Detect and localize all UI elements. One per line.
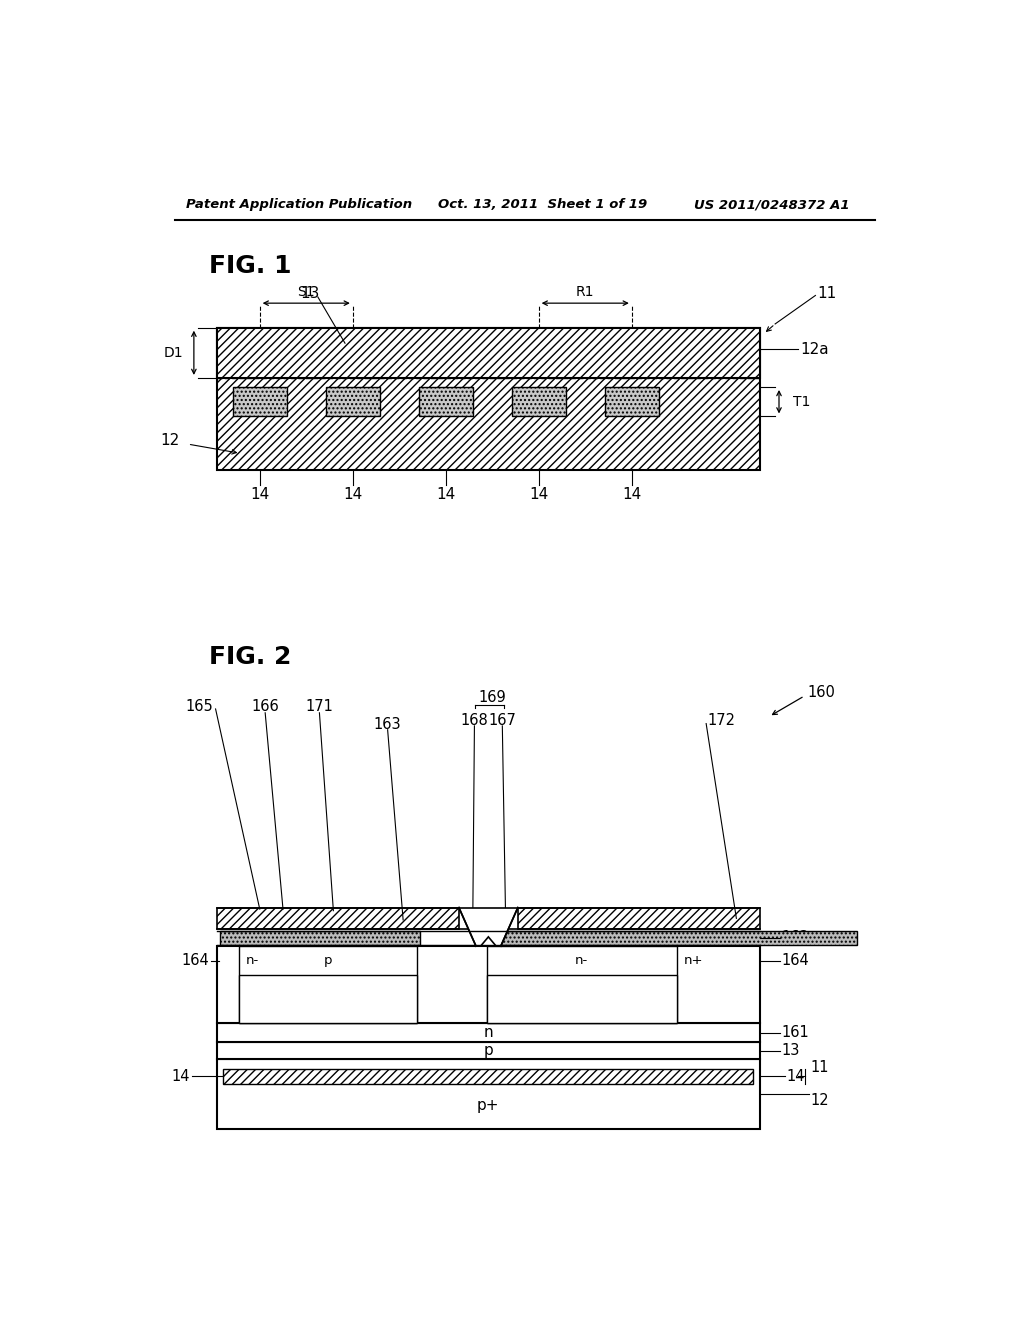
Text: n-: n- [246, 954, 259, 968]
Bar [486, 946, 677, 1023]
Text: n-: n- [322, 993, 335, 1006]
Text: Patent Application Publication: Patent Application Publication [186, 198, 413, 211]
Text: 14: 14 [250, 487, 269, 503]
Text: 14: 14 [171, 1069, 190, 1084]
Bar [220, 931, 420, 945]
Text: 14: 14 [343, 487, 362, 503]
Text: 14: 14 [529, 487, 549, 503]
Bar [217, 908, 459, 929]
Text: 12: 12 [161, 433, 180, 449]
Bar [217, 1023, 760, 1043]
Text: p: p [324, 954, 332, 968]
Text: 14: 14 [436, 487, 456, 503]
Text: p: p [483, 1043, 494, 1059]
Text: 11: 11 [811, 1060, 829, 1074]
Text: FIG. 2: FIG. 2 [209, 645, 292, 669]
Text: 164: 164 [181, 953, 209, 969]
Bar [419, 387, 473, 416]
Polygon shape [460, 908, 517, 945]
Bar [223, 1069, 754, 1084]
Text: Oct. 13, 2011  Sheet 1 of 19: Oct. 13, 2011 Sheet 1 of 19 [438, 198, 647, 211]
Text: 12a: 12a [800, 342, 828, 356]
Text: 166: 166 [251, 700, 280, 714]
Text: n+: n+ [684, 954, 703, 968]
Bar [217, 1059, 760, 1129]
Text: 171: 171 [305, 700, 334, 714]
Text: 163: 163 [374, 717, 401, 731]
Text: n-: n- [575, 954, 589, 968]
Text: P: P [578, 993, 586, 1006]
Text: US 2011/0248372 A1: US 2011/0248372 A1 [693, 198, 849, 211]
Text: 13: 13 [781, 1043, 800, 1059]
Bar [217, 1043, 760, 1059]
Text: 165: 165 [185, 700, 213, 714]
Bar [326, 387, 380, 416]
Bar [239, 975, 417, 1023]
Bar [604, 387, 658, 416]
Bar [217, 327, 760, 378]
Text: 162: 162 [781, 931, 809, 945]
Text: 167: 167 [488, 713, 516, 729]
Bar [512, 387, 566, 416]
Bar [486, 975, 677, 1023]
Text: 11: 11 [818, 285, 837, 301]
Text: R1: R1 [575, 285, 595, 300]
Bar [239, 946, 417, 1023]
Text: 161: 161 [781, 1026, 809, 1040]
Bar [486, 931, 857, 945]
Text: 12: 12 [811, 1093, 829, 1107]
Text: p+: p+ [477, 1098, 500, 1113]
Bar [518, 908, 760, 929]
Text: 164: 164 [781, 953, 809, 969]
Text: FIG. 1: FIG. 1 [209, 255, 292, 279]
Text: 168: 168 [461, 713, 488, 729]
Bar [217, 946, 760, 1023]
Text: 14: 14 [786, 1069, 805, 1084]
Text: S1: S1 [297, 285, 315, 300]
Text: 172: 172 [708, 713, 735, 729]
Text: n: n [483, 1026, 494, 1040]
Text: D1: D1 [164, 346, 183, 360]
Bar [217, 327, 760, 470]
Text: 160: 160 [808, 685, 836, 700]
Bar [232, 387, 287, 416]
Text: 14: 14 [623, 487, 641, 503]
Text: 13: 13 [300, 285, 319, 301]
Text: T1: T1 [793, 395, 810, 409]
Text: 169: 169 [478, 690, 506, 705]
